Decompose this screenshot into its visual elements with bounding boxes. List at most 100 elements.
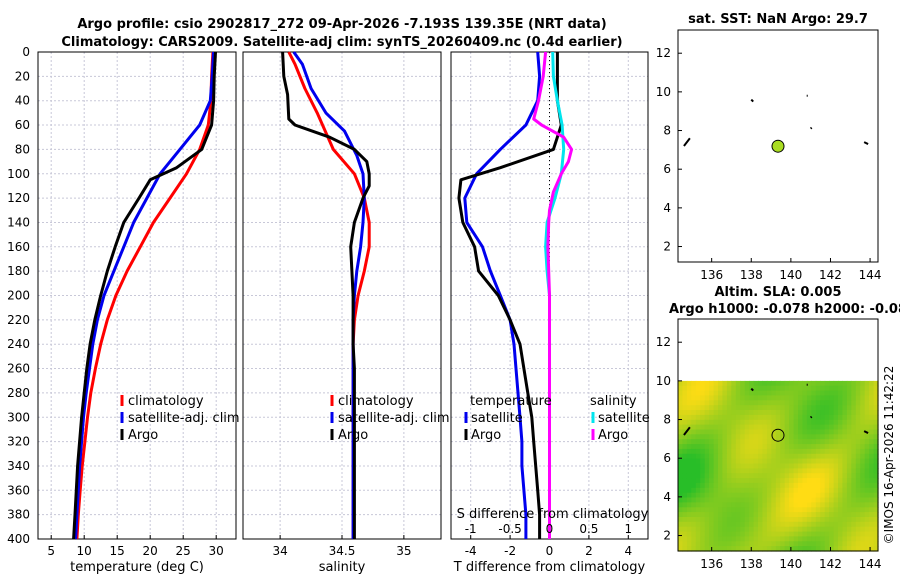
sla-cell	[815, 444, 821, 450]
sla-cell	[686, 541, 692, 547]
sla-cell	[700, 414, 706, 421]
sla-cell	[864, 536, 870, 542]
sla-cell	[775, 453, 781, 460]
sla-cell	[798, 385, 803, 392]
sla-cell	[695, 439, 701, 445]
sla-cell	[873, 526, 879, 533]
sla-cell	[753, 487, 759, 494]
sla-cell	[740, 463, 746, 469]
sla-cell	[829, 400, 835, 406]
sla-cell	[869, 444, 875, 450]
sla-cell	[758, 517, 763, 523]
sla-cell	[806, 492, 812, 499]
sla-cell	[722, 424, 728, 431]
sla-cell	[740, 444, 746, 450]
sla-cell	[864, 444, 870, 450]
sla-cell	[704, 526, 710, 533]
sla-cell	[726, 444, 732, 450]
sla-cell	[762, 458, 768, 465]
sla-cell	[864, 492, 870, 499]
sla-cell	[855, 434, 861, 440]
sla-cell	[740, 434, 746, 440]
sla-cell	[838, 400, 843, 406]
sla-cell	[749, 521, 755, 528]
sla-cell	[691, 400, 697, 406]
sla-cell	[833, 512, 839, 518]
sla-cell	[695, 482, 701, 489]
sla-cell	[833, 458, 839, 465]
sla-cell	[824, 444, 830, 450]
sla-cell	[678, 414, 683, 421]
sla-cell	[704, 410, 710, 416]
x-tick-label: 138	[740, 268, 763, 282]
sla-cell	[789, 536, 795, 542]
sla-cell	[704, 395, 710, 401]
sla-cell	[820, 410, 826, 416]
sla-cell	[829, 390, 835, 397]
sla-cell	[869, 531, 875, 538]
sla-cell	[838, 405, 843, 411]
sla-cell	[811, 536, 817, 542]
sla-cell	[749, 468, 755, 474]
sla-cell	[824, 536, 830, 542]
sla-cell	[820, 473, 826, 479]
sla-cell	[731, 531, 737, 538]
sla-cell	[851, 410, 857, 416]
sla-cell	[735, 453, 741, 460]
sla-cell	[731, 419, 737, 426]
sla-cell	[793, 385, 799, 392]
sla-cell	[726, 468, 732, 474]
sla-cell	[731, 410, 737, 416]
sla-cell	[820, 512, 826, 518]
sla-cell	[806, 521, 812, 528]
sla-cell	[864, 521, 870, 528]
sla-cell	[700, 482, 706, 489]
sla-cell	[846, 546, 852, 552]
sla-cell	[740, 458, 746, 465]
sla-cell	[731, 541, 737, 547]
sla-cell	[842, 468, 848, 474]
sla-cell	[749, 419, 755, 426]
sla-cell	[704, 468, 710, 474]
sla-cell	[789, 410, 795, 416]
sla-cell	[775, 444, 781, 450]
sla-cell	[735, 468, 741, 474]
sla-cell	[793, 468, 799, 474]
sla-cell	[873, 473, 879, 479]
sla-cell	[811, 512, 817, 518]
sla-cell	[753, 414, 759, 421]
sla-cell	[802, 478, 808, 484]
sla-cell	[691, 497, 697, 503]
sla-cell	[846, 478, 852, 484]
sla-cell	[758, 390, 763, 397]
sla-cell	[718, 546, 723, 552]
sla-cell	[802, 453, 808, 460]
sla-cell	[798, 482, 803, 489]
sla-cell	[811, 405, 817, 411]
sla-cell	[829, 507, 835, 513]
sla-cell	[842, 497, 848, 503]
sla-cell	[740, 400, 746, 406]
sla-cell	[771, 448, 777, 455]
sla-cell	[869, 395, 875, 401]
sla-cell	[869, 414, 875, 421]
sla-cell	[802, 448, 808, 455]
sla-cell	[806, 429, 812, 435]
x-tick-label: 0	[546, 544, 554, 558]
sla-cell	[842, 517, 848, 523]
sla-cell	[682, 385, 688, 392]
sla-cell	[758, 458, 763, 465]
sla-cell	[798, 492, 803, 499]
sla-cell	[771, 473, 777, 479]
sla-cell	[766, 546, 772, 552]
sla-cell	[753, 478, 759, 484]
sla-cell	[873, 400, 879, 406]
sla-cell	[691, 429, 697, 435]
sla-cell	[829, 482, 835, 489]
sla-cell	[829, 531, 835, 538]
sla-cell	[718, 526, 723, 533]
sla-cell	[740, 424, 746, 431]
sla-cell	[846, 380, 852, 387]
sla-cell	[735, 448, 741, 455]
sla-cell	[873, 531, 879, 538]
